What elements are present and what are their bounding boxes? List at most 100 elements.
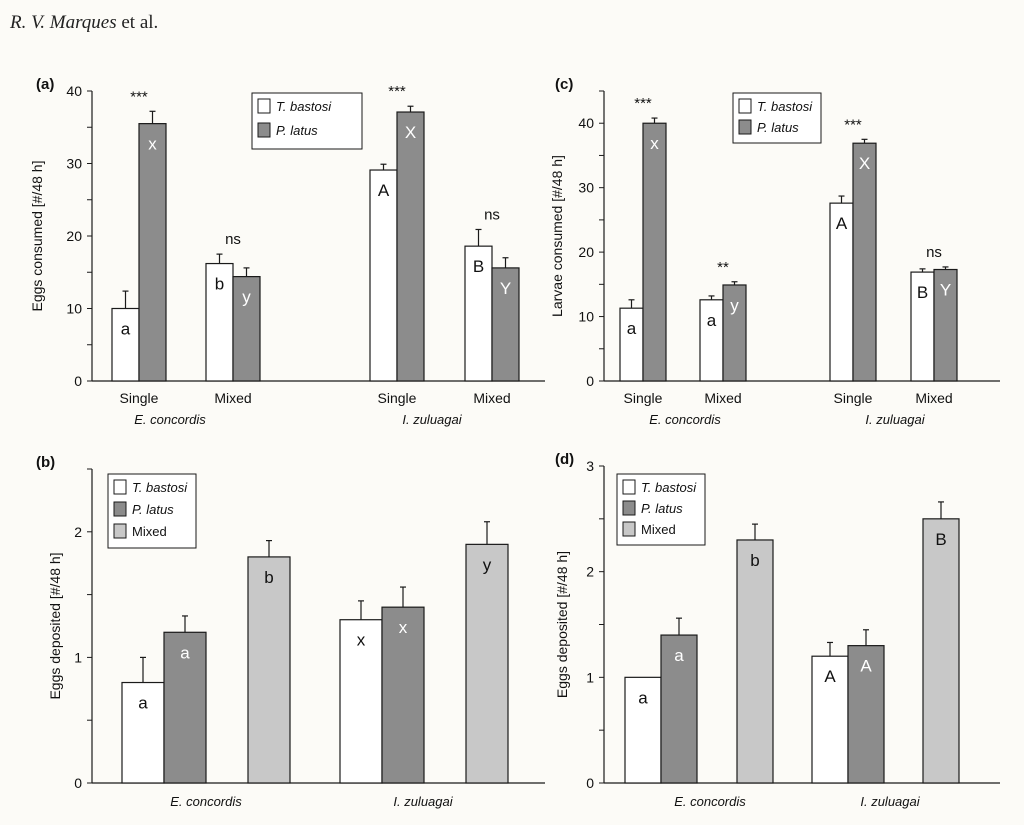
panel-label: (d) [555, 451, 574, 468]
bar-letter-label: A [378, 181, 390, 200]
bar-letter-label: x [399, 618, 408, 637]
legend-label: P. latus [757, 120, 799, 135]
bar [247, 556, 291, 784]
legend-label: P. latus [276, 123, 318, 138]
significance-label: ** [717, 259, 729, 276]
group-label: E. concordis [170, 794, 242, 809]
bar-letter-label: X [859, 154, 870, 173]
group-label: I. zuluagai [393, 794, 453, 809]
bar-letter-label: a [638, 688, 648, 707]
y-tick-label: 0 [586, 775, 594, 791]
legend-label: Mixed [132, 524, 167, 539]
y-tick-label: 2 [74, 524, 82, 540]
y-tick-label: 40 [578, 115, 594, 131]
panel-label: (b) [36, 454, 55, 471]
legend-label: P. latus [132, 502, 174, 517]
group-label: E. concordis [649, 412, 721, 427]
bar-letter-label: y [242, 288, 251, 307]
bar-letter-label: B [917, 283, 928, 302]
legend-swatch [622, 521, 636, 537]
legend-label: T. bastosi [641, 480, 697, 495]
bar [922, 518, 960, 784]
y-axis-label: Eggs deposited [#/48 h] [47, 552, 63, 699]
y-tick-label: 0 [586, 373, 594, 389]
significance-label: *** [634, 95, 652, 112]
panel-d: (d) 0 1 2 3 Eggs deposited [#/48 h] a a b A A B E. c… [554, 451, 1000, 809]
legend-swatch [113, 501, 127, 517]
y-axis-label: Eggs consumed [#/48 h] [29, 161, 45, 312]
bar [624, 676, 662, 784]
panel-a: (a) 0 10 20 30 40 Eggs consumed [#/48 h] a x *** S… [29, 76, 545, 427]
panel-label: (a) [36, 76, 54, 93]
legend-label: T. bastosi [757, 99, 813, 114]
bar [381, 606, 425, 784]
bar [736, 539, 774, 784]
panel-b: (b) 0 1 2 Eggs deposited [#/48 h] a a b x x y E. co… [36, 454, 545, 809]
y-axis-label: Larvae consumed [#/48 h] [549, 155, 565, 317]
legend-swatch [622, 479, 636, 495]
category-label: Mixed [214, 390, 251, 406]
bar-letter-label: y [730, 296, 739, 315]
category-label: Single [624, 390, 663, 406]
group-label: I. zuluagai [865, 412, 925, 427]
legend-swatch [622, 500, 636, 516]
bar [163, 631, 207, 784]
legend-label: T. bastosi [276, 99, 332, 114]
bar [138, 123, 167, 382]
legend-label: P. latus [641, 501, 683, 516]
bar-letter-label: a [627, 319, 637, 338]
bar-letter-label: a [121, 320, 131, 339]
y-tick-label: 3 [586, 458, 594, 474]
category-label: Mixed [473, 390, 510, 406]
bar [232, 276, 261, 382]
group-label: E. concordis [134, 412, 206, 427]
bar-letter-label: x [357, 631, 366, 650]
bar [642, 122, 667, 382]
legend-swatch [113, 479, 127, 495]
category-label: Single [120, 390, 159, 406]
y-tick-label: 2 [586, 564, 594, 580]
bar-letter-label: a [674, 646, 684, 665]
bar-letter-label: B [473, 257, 484, 276]
author-suffix: et al. [116, 12, 159, 33]
legend-swatch [257, 122, 271, 138]
y-tick-label: 1 [586, 669, 594, 685]
category-label: Mixed [704, 390, 741, 406]
significance-label: ns [484, 206, 500, 223]
significance-label: *** [130, 88, 148, 105]
group-label: I. zuluagai [402, 412, 462, 427]
bar [369, 169, 398, 382]
bar-letter-label: b [215, 275, 224, 294]
running-header: R. V. Marques et al. [10, 12, 158, 34]
y-tick-label: 1 [74, 649, 82, 665]
category-label: Single [378, 390, 417, 406]
bar-letter-label: a [707, 311, 717, 330]
y-tick-label: 10 [66, 301, 82, 317]
y-tick-label: 0 [74, 373, 82, 389]
legend-label: T. bastosi [132, 480, 188, 495]
y-tick-label: 40 [66, 83, 82, 99]
bar-letter-label: b [750, 551, 759, 570]
y-tick-label: 30 [578, 180, 594, 196]
y-tick-label: 20 [66, 228, 82, 244]
legend-swatch [113, 523, 127, 539]
bar-letter-label: y [483, 555, 492, 574]
bar-letter-label: B [935, 530, 946, 549]
bar [811, 655, 849, 784]
bar-letter-label: A [836, 214, 848, 233]
group-label: E. concordis [674, 794, 746, 809]
bar-letter-label: A [824, 667, 836, 686]
bar [852, 142, 877, 382]
bar [396, 111, 425, 382]
panel-c: (c) 0 10 20 30 40 Larvae consumed [#/48 h] a x **… [549, 76, 1000, 427]
author-name: R. V. Marques [10, 12, 117, 33]
significance-label: ns [926, 244, 942, 261]
legend-swatch [738, 98, 752, 114]
bar-letter-label: x [148, 135, 157, 154]
y-axis-label: Eggs deposited [#/48 h] [554, 551, 570, 698]
y-tick-label: 10 [578, 309, 594, 325]
y-tick-label: 20 [578, 244, 594, 260]
bar-letter-label: x [650, 134, 659, 153]
bar-letter-label: Y [500, 279, 511, 298]
significance-label: *** [388, 83, 406, 100]
